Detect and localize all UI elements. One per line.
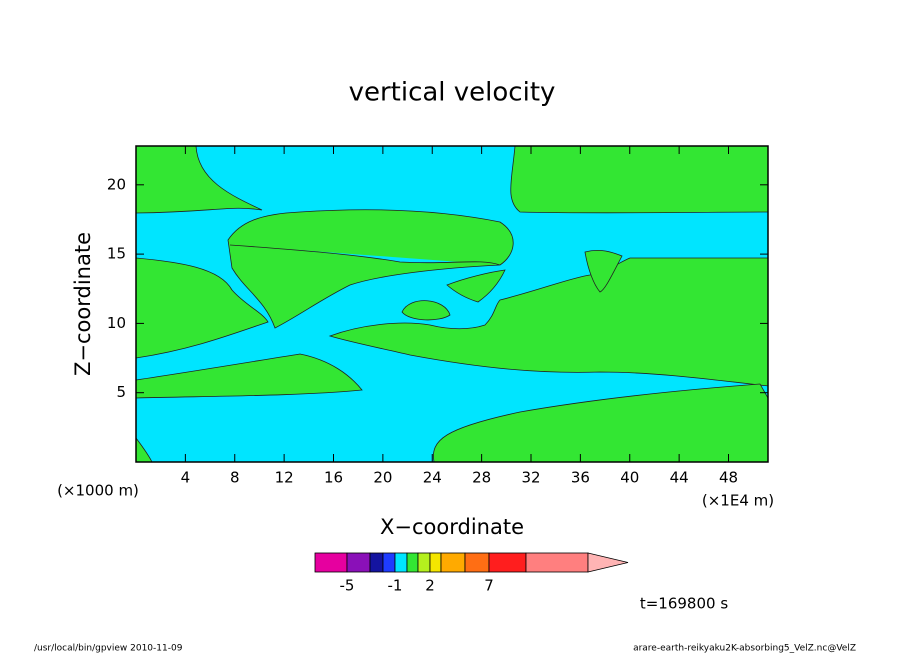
contour-region [510,145,769,214]
y-tick-label: 5 [116,383,126,401]
colorbar-tick-label: -5 [340,577,355,595]
colorbar-box [382,552,396,573]
colorbar-tick-label: 2 [425,577,435,595]
colorbar-box [464,552,490,573]
x-axis-title: X−coordinate [380,515,524,539]
colorbar-box [440,552,466,573]
y-unit: (×1000 m) [57,482,139,500]
contour-region [227,209,514,329]
x-tick-label: 28 [472,469,491,487]
colorbar-box [488,552,527,573]
contour-region [584,249,623,293]
x-tick-label: 20 [373,469,392,487]
x-tick-label: 12 [275,469,294,487]
plot-frame [135,145,769,463]
colorbar-box [314,552,348,573]
x-unit: (×1E4 m) [702,492,774,510]
x-tick-label: 40 [620,469,639,487]
contour-region [135,257,269,359]
contour-region [433,383,769,463]
colorbar-box [525,552,589,573]
y-tick-label: 20 [107,175,126,193]
colorbar-extend [587,552,629,573]
footer-left: /usr/local/bin/gpview 2010-11-09 [34,644,183,654]
colorbar-box [406,552,419,573]
x-tick-label: 48 [719,469,738,487]
x-tick-label: 44 [670,469,689,487]
colorbar-box [346,552,371,573]
contour-region [135,145,263,214]
x-tick-label: 16 [324,469,343,487]
y-tick-label: 15 [107,245,126,263]
colorbar-box [429,552,442,573]
x-tick-label: 36 [571,469,590,487]
x-tick-label: 24 [423,469,442,487]
contour-region [446,269,506,303]
colorbar-tick-label: 7 [484,577,494,595]
y-tick-label: 10 [107,314,126,332]
contour-region [401,300,451,321]
colorbar-tick-label: -1 [388,577,403,595]
contour-region [135,353,363,399]
x-tick-label: 8 [230,469,240,487]
colorbar-box [369,552,384,573]
colorbar-box [417,552,431,573]
time-label: t=169800 s [640,595,728,613]
chart-title: vertical velocity [349,78,556,108]
y-axis-title: Z−coordinate [71,232,95,376]
x-tick-label: 4 [181,469,191,487]
footer-right: arare-earth-reikyaku2K-absorbing5_VelZ.n… [633,644,856,654]
x-tick-label: 32 [521,469,540,487]
contour-field [135,145,769,463]
colorbar-box [394,552,408,573]
